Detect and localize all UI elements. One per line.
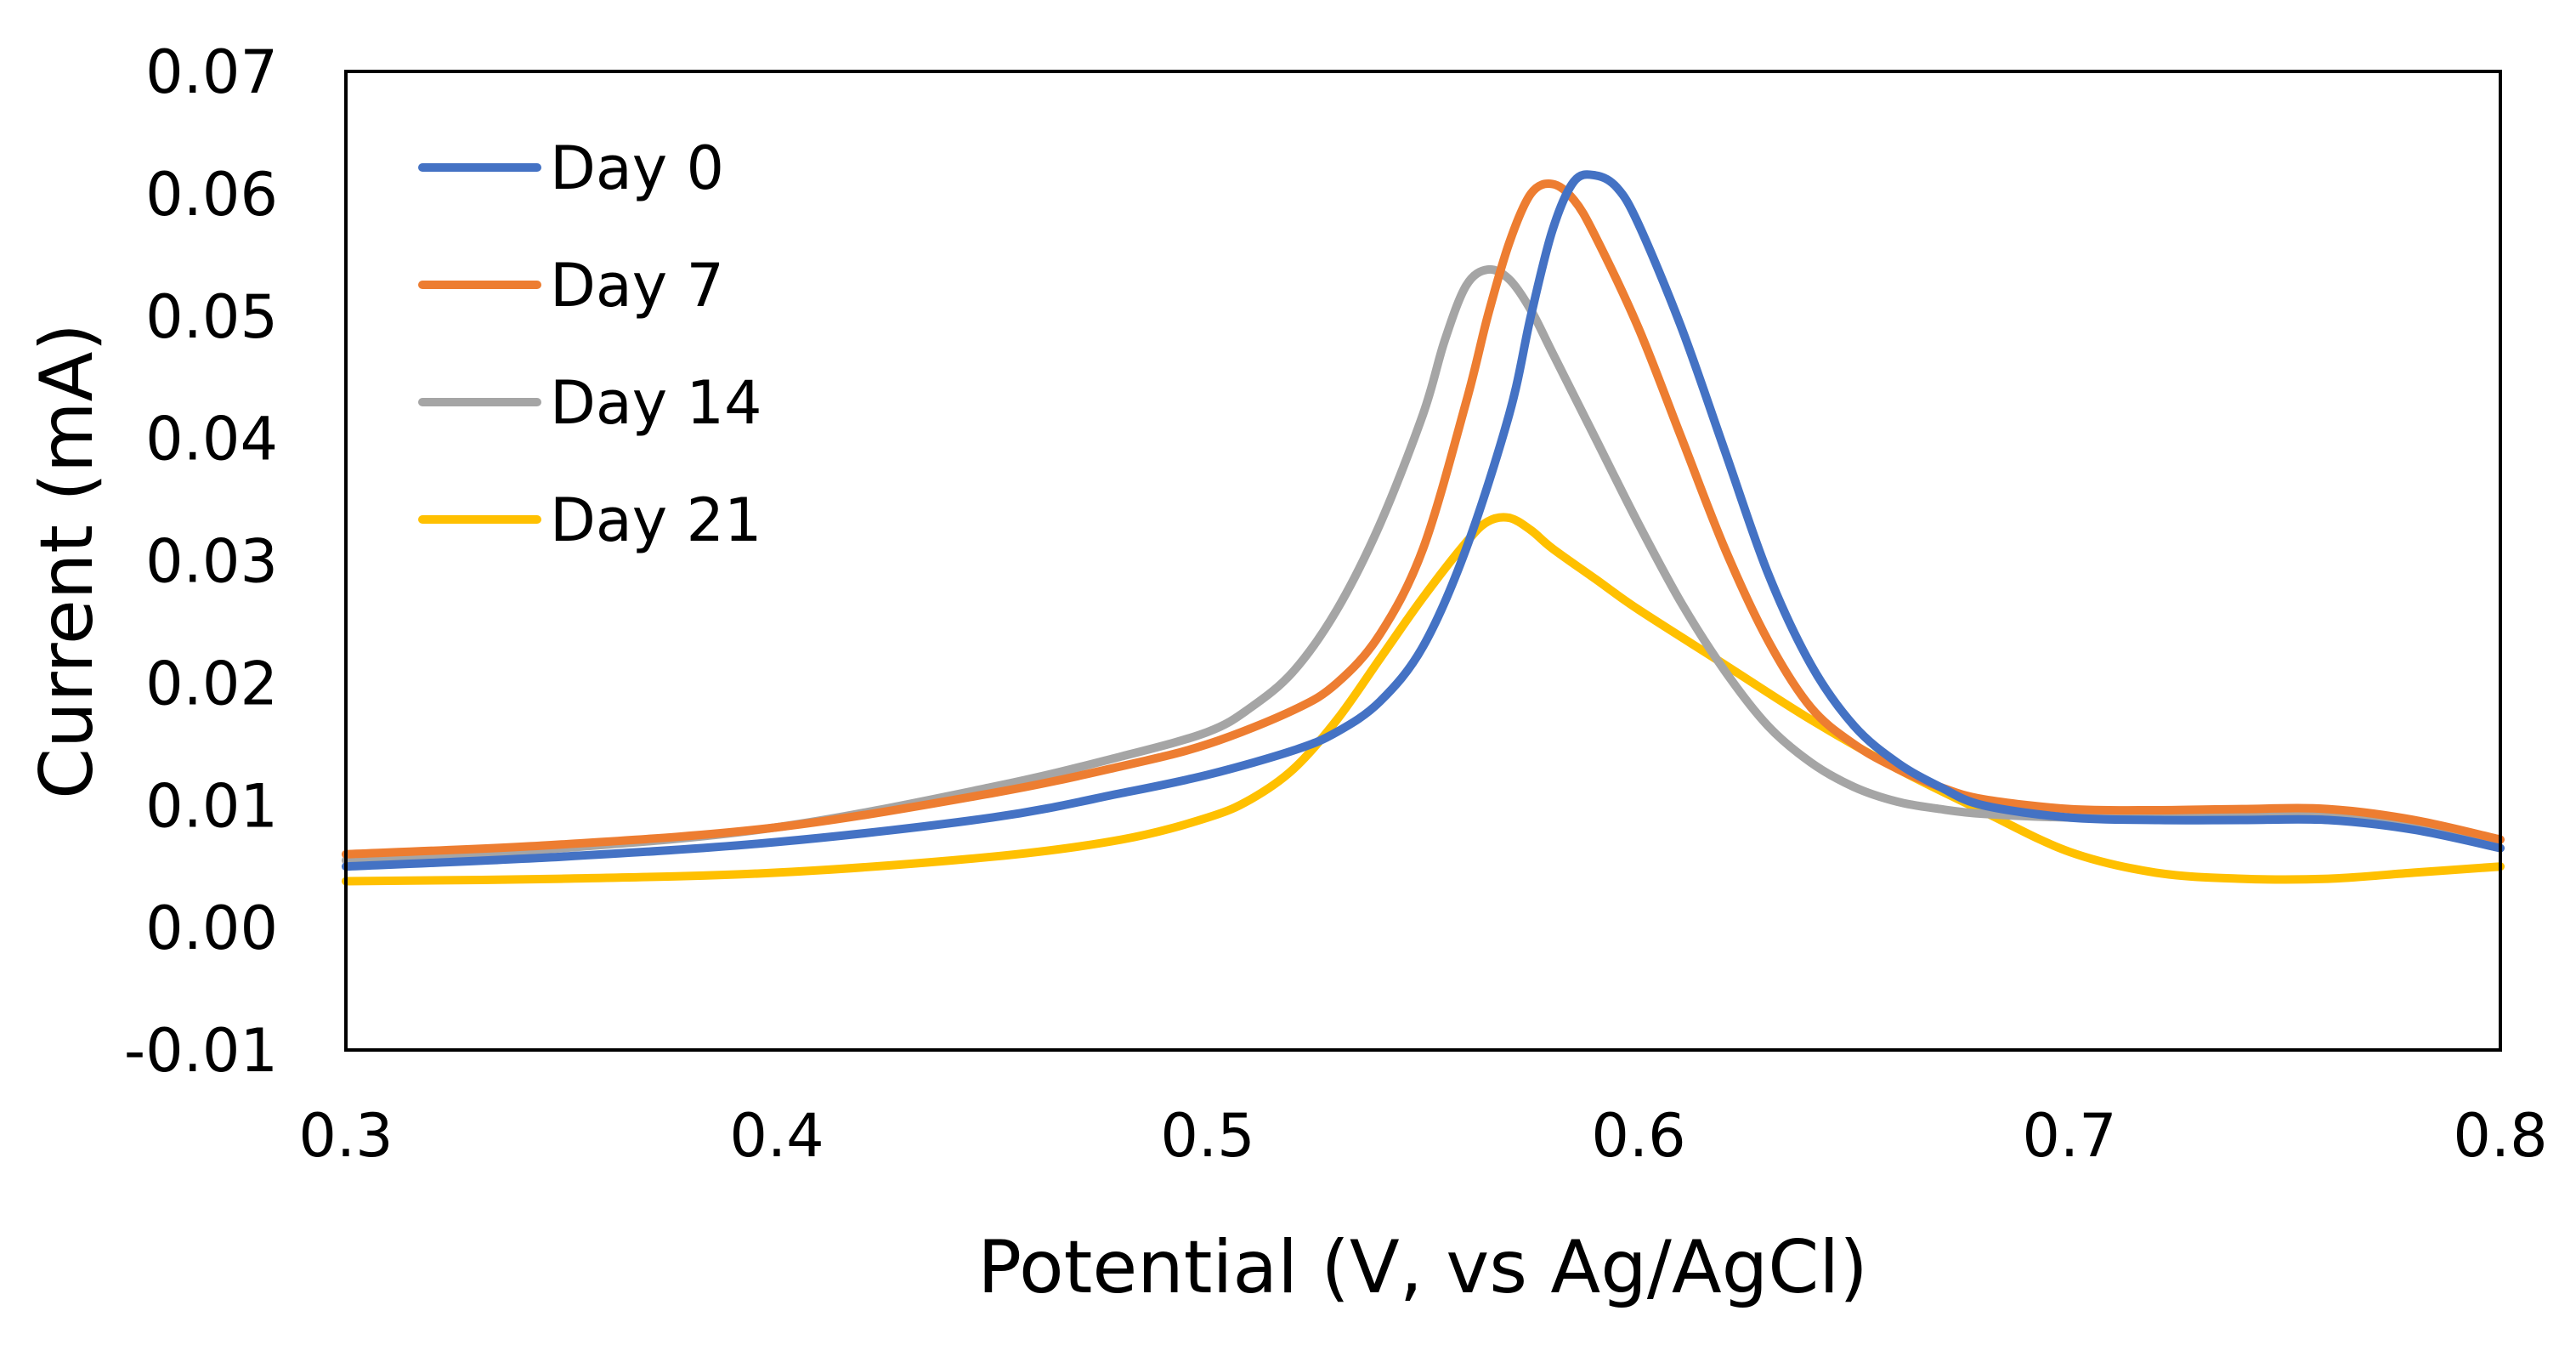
- x-tick-label: 0.3: [298, 1101, 393, 1171]
- x-tick-label: 0.6: [1591, 1101, 1685, 1171]
- legend-label: Day 21: [550, 485, 762, 555]
- y-tick-label: 0.05: [145, 282, 278, 352]
- y-tick-label: 0.02: [145, 649, 278, 718]
- y-axis-ticks: -0.01 0.00 0.01 0.02 0.03 0.04 0.05 0.06 0.07: [124, 37, 278, 1086]
- x-axis-title: Potential (V, vs Ag/AgCl): [977, 1225, 1868, 1310]
- series-line-day-21: [342, 513, 2505, 886]
- legend-label: Day 0: [550, 133, 724, 203]
- series-line-day-0: [342, 170, 2505, 871]
- x-tick-label: 0.5: [1160, 1101, 1254, 1171]
- y-tick-label: -0.01: [124, 1016, 278, 1086]
- y-tick-label: 0.04: [145, 405, 278, 474]
- legend-label: Day 7: [550, 251, 724, 321]
- y-tick-label: 0.00: [145, 894, 278, 963]
- y-tick-label: 0.03: [145, 527, 278, 597]
- x-tick-label: 0.4: [729, 1101, 824, 1171]
- series-line-day-14: [342, 264, 2505, 865]
- y-tick-label: 0.07: [145, 37, 278, 107]
- y-tick-label: 0.01: [145, 771, 278, 841]
- x-tick-label: 0.8: [2453, 1101, 2547, 1171]
- y-axis-title: Current (mA): [25, 323, 110, 799]
- y-tick-label: 0.06: [145, 160, 278, 230]
- legend-label: Day 14: [550, 368, 762, 438]
- series-lines: [342, 170, 2505, 886]
- x-tick-label: 0.7: [2022, 1101, 2116, 1171]
- legend: Day 0 Day 7 Day 14 Day 21: [418, 133, 762, 555]
- plot-area-frame: [344, 70, 2502, 1052]
- x-axis-ticks: 0.3 0.4 0.5 0.6 0.7 0.8: [298, 1101, 2547, 1171]
